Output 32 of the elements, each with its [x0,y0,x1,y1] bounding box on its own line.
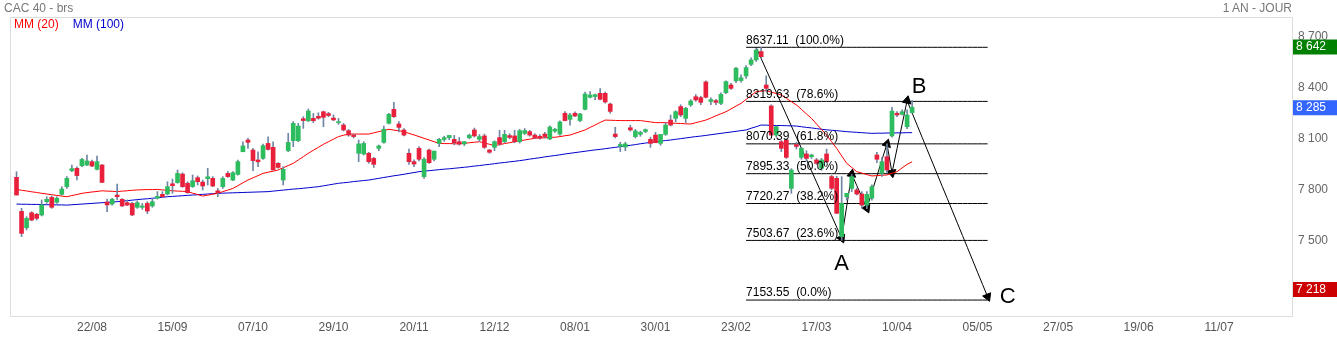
y-tick-label: 8 100 [1298,131,1329,146]
x-tick-label: 12/12 [479,319,510,334]
x-tick-label: 23/02 [721,319,752,334]
x-tick-label: 29/10 [318,319,349,334]
y-tick-label: 7 218 [1296,281,1327,296]
text: MM (20) [14,17,59,32]
x-tick-label: 19/06 [1123,319,1154,334]
annotation: A [834,250,850,276]
series-label: 8637.11 (100.0%) [746,32,844,47]
x-tick-label: 15/09 [157,319,188,334]
x-tick-label: 22/08 [76,319,108,334]
x-tick-label: 20/11 [399,319,429,334]
series-label: 7503.67 (23.6%) [746,225,839,240]
x-tick-label: 11/07 [1204,319,1234,334]
x-tick-label: 17/03 [801,319,832,334]
annotation: C [999,282,1016,308]
y-tick-label: 7 500 [1298,233,1329,248]
x-tick-label: 05/05 [962,319,993,334]
x-tick-label: 07/10 [237,319,269,334]
x-tick-label: 27/05 [1043,319,1074,334]
x-tick-label: 10/04 [882,319,913,334]
y-tick-label: 7 800 [1298,182,1329,197]
y-tick-label: 8 642 [1296,39,1327,54]
series-label: 7153.55 (0.0%) [746,285,832,300]
y-tick-label: 8 285 [1296,100,1327,115]
x-tick-label: 08/01 [560,319,591,334]
x-tick-label: 30/01 [640,319,671,334]
chart-title: CAC 40 - brs [4,1,74,15]
y-tick-label: 8 400 [1298,80,1329,95]
annotation: B [911,72,927,98]
chart-subtitle: 1 AN - JOUR [1222,1,1292,15]
text: MM (100) [72,17,125,32]
